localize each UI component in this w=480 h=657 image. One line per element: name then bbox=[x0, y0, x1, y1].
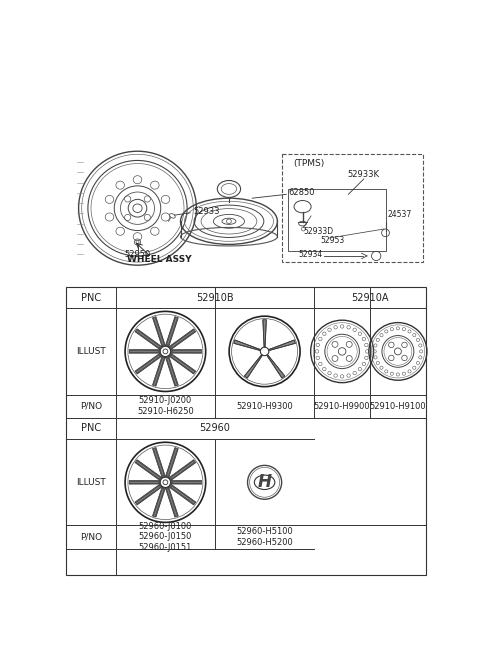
Polygon shape bbox=[168, 460, 196, 480]
Text: 52960-J0100
52960-J0150
52960-J0151: 52960-J0100 52960-J0150 52960-J0151 bbox=[139, 522, 192, 552]
Text: PNC: PNC bbox=[81, 423, 101, 434]
Text: H: H bbox=[258, 473, 272, 491]
Polygon shape bbox=[129, 480, 160, 484]
Text: 52933K: 52933K bbox=[348, 170, 380, 179]
Polygon shape bbox=[153, 487, 166, 517]
Text: 52933: 52933 bbox=[193, 207, 220, 215]
Text: 52950: 52950 bbox=[124, 250, 151, 259]
Polygon shape bbox=[166, 317, 178, 347]
Polygon shape bbox=[135, 484, 162, 505]
Text: 52910-H9300: 52910-H9300 bbox=[236, 401, 293, 411]
Text: 52910-H9100: 52910-H9100 bbox=[370, 401, 426, 411]
Text: PNC: PNC bbox=[81, 292, 101, 302]
Text: 52953: 52953 bbox=[320, 236, 344, 245]
Text: 52934: 52934 bbox=[299, 250, 323, 259]
Polygon shape bbox=[153, 317, 166, 347]
Polygon shape bbox=[168, 484, 196, 505]
Polygon shape bbox=[135, 353, 162, 374]
Polygon shape bbox=[166, 447, 178, 478]
Polygon shape bbox=[135, 328, 162, 350]
Polygon shape bbox=[168, 328, 196, 350]
Bar bbox=[66, 286, 426, 576]
Bar bbox=[288, 189, 386, 250]
Text: 24537: 24537 bbox=[388, 210, 412, 219]
Text: 52960-H5100
52960-H5200: 52960-H5100 52960-H5200 bbox=[236, 528, 293, 547]
Text: ILLUST: ILLUST bbox=[76, 478, 106, 487]
Bar bbox=[282, 154, 423, 262]
Polygon shape bbox=[269, 340, 296, 350]
Polygon shape bbox=[166, 487, 178, 517]
Text: P/NO: P/NO bbox=[80, 401, 102, 411]
Polygon shape bbox=[153, 356, 166, 386]
Text: WHEEL ASSY: WHEEL ASSY bbox=[127, 256, 192, 264]
Polygon shape bbox=[129, 350, 160, 353]
Text: 52933D: 52933D bbox=[303, 227, 334, 236]
Polygon shape bbox=[166, 356, 178, 386]
Text: 52910B: 52910B bbox=[196, 292, 234, 302]
Text: ILLUST: ILLUST bbox=[76, 347, 106, 356]
Polygon shape bbox=[234, 340, 260, 350]
Polygon shape bbox=[135, 460, 162, 480]
Text: 62850: 62850 bbox=[288, 189, 315, 197]
Text: 52960: 52960 bbox=[200, 423, 230, 434]
Text: (TPMS): (TPMS) bbox=[293, 159, 324, 168]
Polygon shape bbox=[267, 355, 285, 378]
Text: 52910-H9900: 52910-H9900 bbox=[314, 401, 371, 411]
Polygon shape bbox=[171, 350, 202, 353]
Text: P/NO: P/NO bbox=[80, 532, 102, 541]
Text: 52910-J0200
52910-H6250: 52910-J0200 52910-H6250 bbox=[137, 396, 194, 416]
Text: 52910A: 52910A bbox=[351, 292, 389, 302]
Polygon shape bbox=[244, 355, 262, 378]
Polygon shape bbox=[168, 353, 196, 374]
Polygon shape bbox=[263, 320, 266, 347]
Polygon shape bbox=[171, 480, 202, 484]
Polygon shape bbox=[153, 447, 166, 478]
